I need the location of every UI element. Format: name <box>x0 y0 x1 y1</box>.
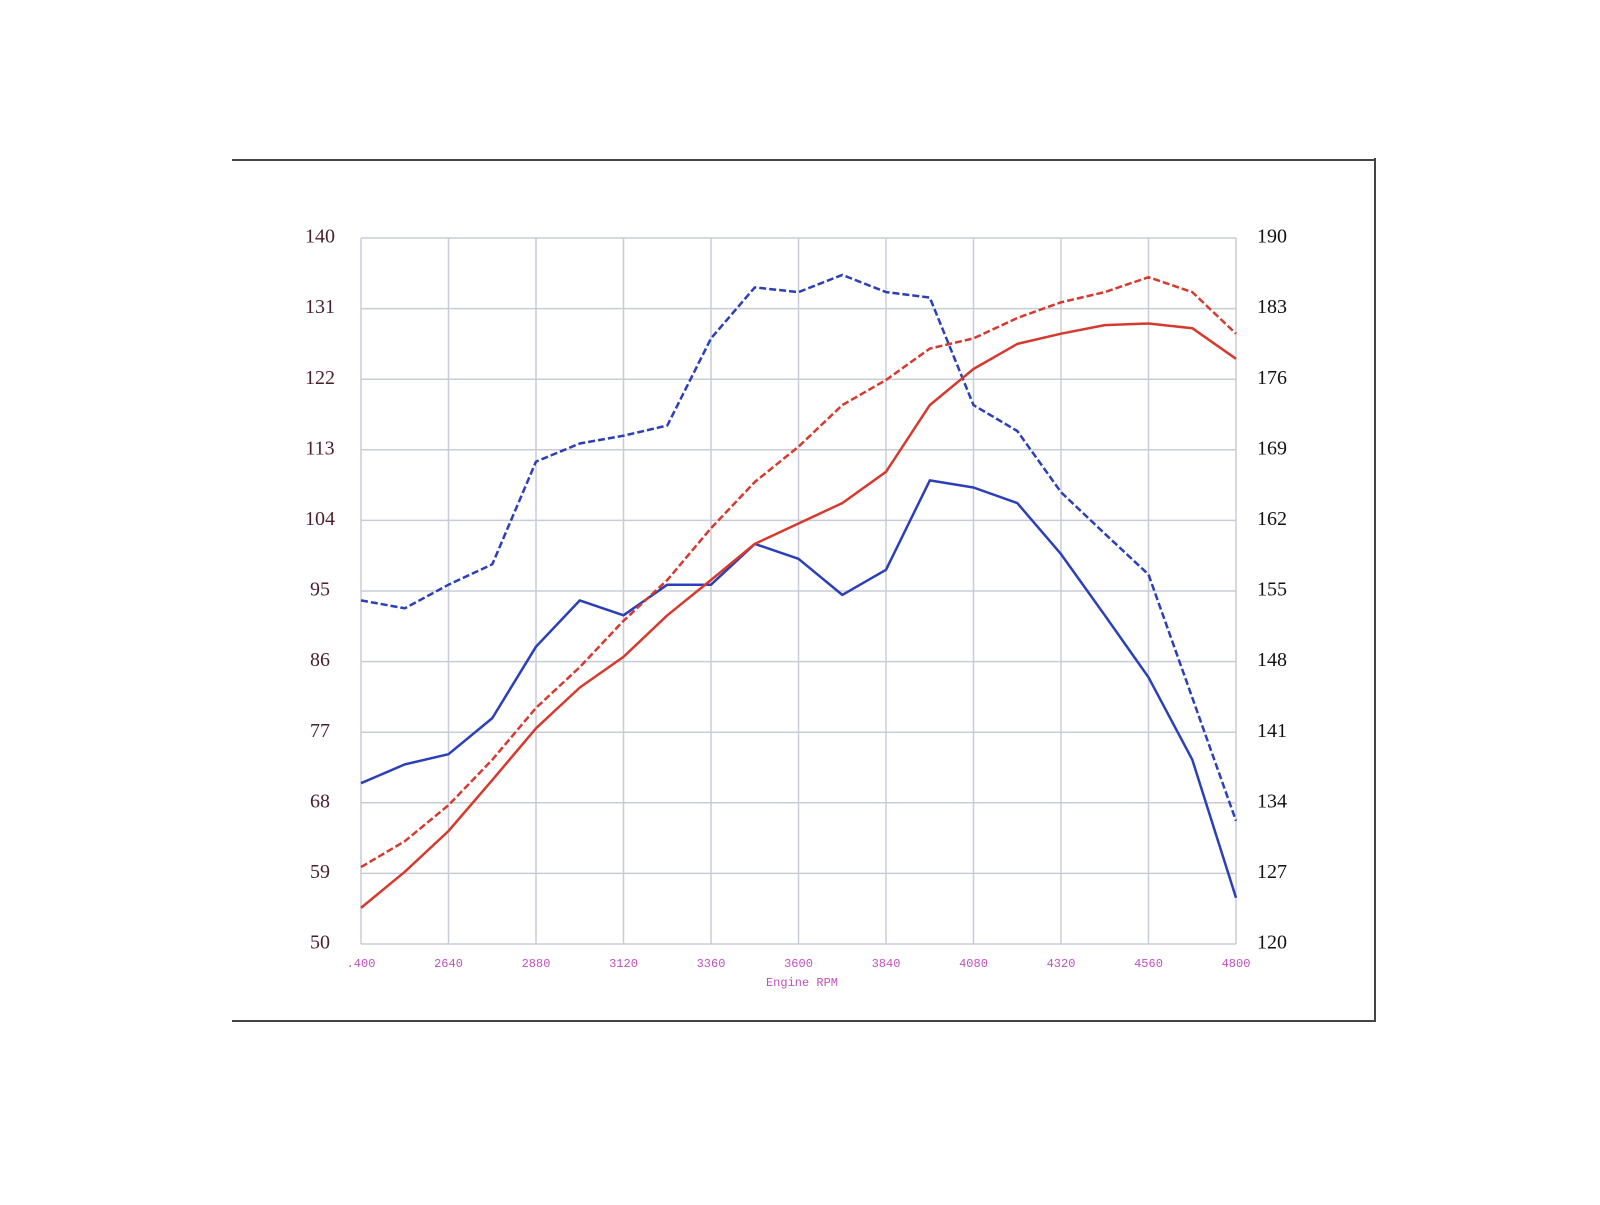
y2-tick-label: 169 <box>1257 437 1287 459</box>
y-tick-label: 140 <box>305 226 335 248</box>
series-line <box>360 322 1237 909</box>
y2-tick-label: 120 <box>1257 932 1287 954</box>
x-tick-label: 4080 <box>959 957 988 971</box>
y2-tick-label: 190 <box>1257 226 1287 248</box>
y-tick-label: 59 <box>310 861 330 883</box>
y-tick-label: 104 <box>305 508 335 530</box>
y2-tick-label: 141 <box>1257 720 1287 742</box>
series-line <box>360 275 1237 869</box>
x-tick-label: 3840 <box>872 957 901 971</box>
x-tick-label: 4320 <box>1047 957 1076 971</box>
x-tick-label: 2640 <box>434 957 463 971</box>
x-tick-label: 4560 <box>1134 957 1163 971</box>
y2-tick-label: 127 <box>1257 861 1287 883</box>
y2-tick-label: 148 <box>1257 649 1287 671</box>
y-tick-label: 122 <box>305 367 335 389</box>
x-tick-label: 4800 <box>1222 957 1251 971</box>
y-tick-label: 77 <box>310 720 330 742</box>
y2-tick-label: 176 <box>1257 367 1287 389</box>
y2-tick-label: 183 <box>1257 296 1287 318</box>
y-tick-label: 131 <box>305 296 335 318</box>
y-tick-label: 113 <box>305 437 334 459</box>
y-tick-label: 68 <box>310 790 330 812</box>
x-tick-label: 3600 <box>784 957 813 971</box>
y-tick-label: 50 <box>310 932 330 954</box>
x-tick-label: .400 <box>347 957 376 971</box>
y-tick-label: 86 <box>310 649 330 671</box>
x-tick-label: 3360 <box>697 957 726 971</box>
x-tick-label: 3120 <box>609 957 638 971</box>
y2-tick-label: 162 <box>1257 508 1287 530</box>
y2-tick-label: 134 <box>1257 790 1287 812</box>
x-tick-label: 2880 <box>522 957 551 971</box>
y-tick-label: 95 <box>310 579 330 601</box>
x-axis-label: Engine RPM <box>766 976 838 990</box>
y2-tick-label: 155 <box>1257 579 1287 601</box>
series-line <box>360 479 1238 899</box>
